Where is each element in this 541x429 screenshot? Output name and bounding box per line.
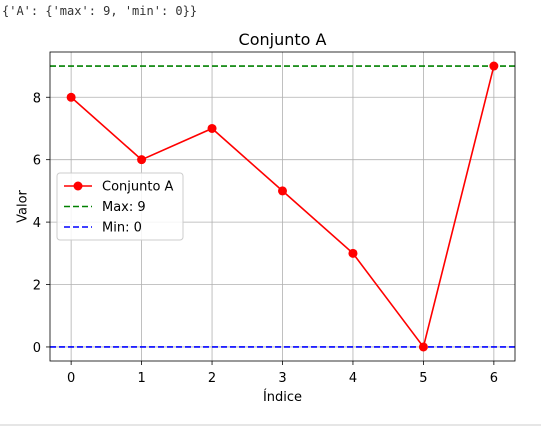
x-tick-label: 1 [137,371,145,386]
axes: 0 1 2 3 4 5 6 0 2 4 6 8 [33,51,516,386]
plot-frame [49,51,516,362]
legend-marker [73,181,83,191]
data-point [278,186,287,196]
legend: Conjunto A Max: 9 Min: 0 [56,172,184,241]
x-tick-label: 0 [67,371,75,386]
data-point [66,92,76,102]
legend-label: Min: 0 [102,221,142,236]
reference-lines [50,65,515,348]
y-tick-label: 4 [33,216,41,231]
y-tick-label: 8 [33,91,41,106]
legend-box [56,172,184,241]
x-tick-label: 3 [278,371,286,386]
chart-title: Conjunto A [239,30,327,49]
x-tick-label: 6 [490,371,498,386]
x-tick-label: 5 [419,371,427,386]
legend-label: Conjunto A [102,180,174,195]
legend-label: Max: 9 [102,200,146,215]
y-tick-label: 6 [33,154,41,169]
y-axis-label: Valor [16,189,31,222]
data-point [137,155,147,165]
x-axis-label: Índice [263,389,302,405]
y-tick-label: 0 [33,341,41,356]
data-point [418,342,428,352]
y-tick-label: 2 [33,279,41,294]
x-tick-label: 4 [349,371,357,386]
x-tick-label: 2 [208,371,216,386]
data-point [489,61,499,71]
data-point [348,248,358,258]
cell-output-text: {'A': {'max': 9, 'min': 0}} [2,4,198,18]
series-layer [66,61,499,352]
divider [0,424,541,426]
data-point [207,123,217,133]
